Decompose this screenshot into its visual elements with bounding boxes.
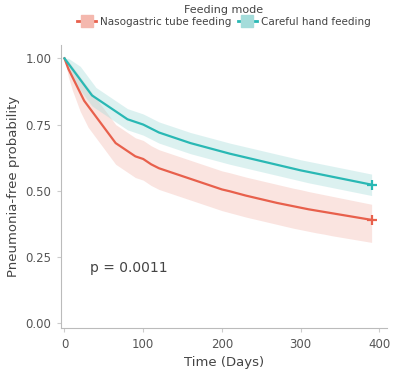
Y-axis label: Pneumonia-free probability: Pneumonia-free probability	[7, 96, 20, 277]
Text: p = 0.0011: p = 0.0011	[90, 261, 168, 275]
Legend: Nasogastric tube feeding, Careful hand feeding: Nasogastric tube feeding, Careful hand f…	[77, 5, 371, 27]
X-axis label: Time (Days): Time (Days)	[184, 356, 264, 369]
